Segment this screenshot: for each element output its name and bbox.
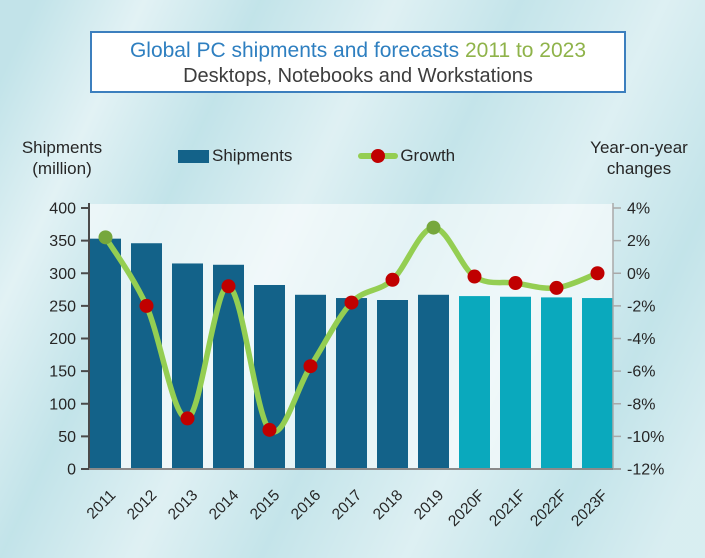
right-axis-tick-label: -6%: [627, 364, 655, 381]
left-axis-tick-label: 400: [49, 201, 76, 218]
x-axis-category-label: 2014: [206, 487, 243, 524]
legend-growth-dot-icon: [371, 149, 386, 163]
left-axis-tick-label: 0: [67, 462, 76, 479]
growth-point: [139, 298, 154, 313]
x-axis-category-label: 2015: [247, 487, 283, 523]
growth-point: [344, 295, 359, 310]
right-axis-tick-label: 2%: [627, 233, 650, 250]
x-axis-category-label: 2018: [370, 487, 406, 523]
left-axis-tick-label: 250: [49, 298, 76, 315]
legend-growth-marker: [358, 149, 399, 163]
growth-point: [180, 411, 195, 426]
left-axis-tick-label: 50: [58, 429, 76, 446]
growth-point: [508, 276, 523, 291]
left-axis-tick-label: 150: [49, 364, 76, 381]
right-axis-title-line2: changes: [606, 159, 672, 178]
right-axis-tick-label: -12%: [627, 462, 664, 479]
shipments-bar-forecast: [459, 296, 490, 469]
legend-shipments-label: Shipments: [212, 146, 293, 165]
shipments-bar: [418, 294, 449, 469]
x-axis-category-label: 2017: [329, 487, 365, 523]
shipments-bar: [254, 284, 285, 469]
growth-point: [262, 422, 277, 437]
x-axis-category-label: 2013: [165, 487, 201, 523]
shipments-bar: [90, 238, 121, 469]
chart-title-line: Global PC shipments and forecasts 2011 t…: [92, 38, 624, 64]
shipments-bar-forecast: [582, 298, 613, 469]
right-axis-tick-label: -10%: [627, 429, 664, 446]
shipments-bar: [377, 300, 408, 469]
shipments-bar: [213, 264, 244, 469]
growth-point: [303, 359, 318, 374]
x-axis-category-label: 2016: [288, 487, 324, 523]
left-axis-tick-label: 350: [49, 233, 76, 250]
right-axis-tick-label: 4%: [627, 201, 650, 218]
shipments-bar: [131, 243, 162, 469]
right-axis-title-line1: Year-on-year: [590, 138, 688, 157]
growth-point: [467, 269, 482, 284]
left-axis-title-line2: (million): [32, 159, 92, 178]
shipments-bar-forecast: [541, 297, 572, 469]
chart-subtitle: Desktops, Notebooks and Workstations: [183, 65, 533, 87]
shipments-bar: [336, 298, 367, 469]
growth-point: [426, 220, 441, 235]
shipments-bar: [172, 263, 203, 469]
right-axis-tick-label: -4%: [627, 331, 655, 348]
x-axis-category-label: 2021F: [486, 487, 529, 530]
left-axis-tick-label: 100: [49, 396, 76, 413]
left-axis-tick-label: 200: [49, 331, 76, 348]
legend: Shipments Growth: [178, 141, 455, 171]
right-axis-title: Year-on-year changes: [577, 137, 701, 179]
left-axis-title: Shipments (million): [4, 137, 120, 179]
x-axis-category-label: 2011: [84, 487, 120, 523]
growth-point: [549, 280, 564, 295]
x-axis-category-label: 2023F: [568, 487, 611, 530]
right-axis-tick-label: -2%: [627, 298, 655, 315]
growth-point: [590, 266, 605, 281]
chart-title-range: 2011 to 2023: [464, 39, 587, 62]
chart-title-box: Global PC shipments and forecasts 2011 t…: [90, 31, 626, 93]
left-axis-title-line1: Shipments: [21, 138, 103, 157]
shipments-bar-forecast: [500, 296, 531, 469]
x-axis-category-label: 2019: [411, 487, 447, 523]
x-axis-category-label: 2020F: [445, 487, 488, 530]
growth-point: [98, 230, 113, 245]
growth-point: [385, 272, 400, 287]
legend-growth-label: Growth: [400, 146, 456, 165]
x-axis-category-label: 2022F: [527, 487, 570, 530]
chart-title: Global PC shipments and forecasts: [129, 39, 460, 62]
legend-shipments-swatch: [178, 149, 209, 163]
left-axis-tick-label: 300: [49, 266, 76, 283]
growth-point: [221, 279, 236, 294]
right-axis-tick-label: -8%: [627, 396, 655, 413]
right-axis-tick-label: 0%: [627, 266, 650, 283]
x-axis-category-label: 2012: [124, 487, 160, 523]
